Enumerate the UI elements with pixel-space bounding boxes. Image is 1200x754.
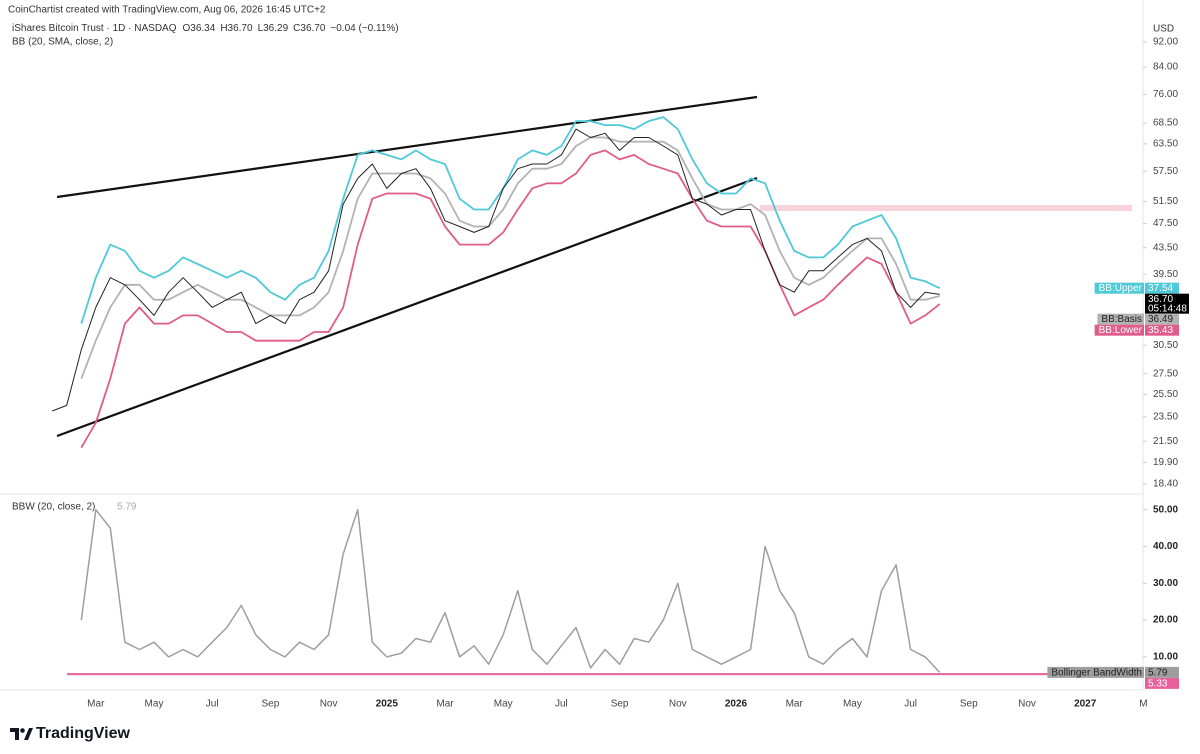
value-label-text: 5.79 [1148,667,1168,678]
y-tick-label: 84.00 [1153,62,1178,73]
last-price: 36.70 [1148,294,1173,305]
value-label-box [1145,666,1179,678]
x-tick-label: May [843,699,862,710]
value-label: 36.49 BB:Basis [1097,313,1179,325]
y-tick-label: 63.50 [1153,139,1178,150]
y-tick-label: 20.00 [1153,615,1178,626]
x-tick-label: Mar [786,699,804,710]
resistance-zone [760,205,1132,211]
ohlc: C36.70 [293,23,326,34]
legend-box [1097,313,1144,325]
indicator-title: BBW (20, close, 2) [12,502,95,513]
y-tick-label: 57.50 [1153,166,1178,177]
indicator-title: BB (20, SMA, close, 2) [12,37,113,48]
x-tick-label: Mar [436,699,454,710]
change: −0.04 (−0.11%) [330,23,398,34]
x-tick-label: Jul [206,699,219,710]
price-line [52,128,940,412]
legend-box [1047,666,1144,678]
x-tick-label: May [145,699,164,710]
y-tick-label: 21.50 [1153,436,1178,447]
x-tick-label: 2025 [376,699,399,710]
x-tick-label: Sep [262,699,280,710]
legend-name: BB:Upper [1099,283,1143,294]
y-tick-label: 43.50 [1153,242,1178,253]
value-label: 35.43 BB:Lower [1094,324,1179,336]
legend-name: BB:Lower [1099,325,1143,336]
value-label-text: 36.49 [1148,314,1173,325]
x-tick-label: M [1139,699,1147,710]
y-tick-label: 30.50 [1153,340,1178,351]
legend-name: Bollinger BandWidth [1051,667,1142,678]
y-tick-label: 40.00 [1153,541,1178,552]
last-price-box [1145,293,1189,314]
value-label-box [1145,282,1179,294]
series-line [80,508,941,673]
x-tick-label: Jul [555,699,568,710]
attribution: CoinChartist created with TradingView.co… [8,5,326,16]
legend-box [1094,282,1144,294]
x-tick-label: Nov [1018,699,1036,710]
series-line [80,116,941,324]
ohlc: H36.70 [220,23,253,34]
y-tick-label: 27.50 [1153,368,1178,379]
indicator-value: 5.79 [117,502,137,513]
y-tick-label: 47.50 [1153,218,1178,229]
x-tick-label: 2026 [725,699,748,710]
x-tick-label: Jul [904,699,917,710]
series-line [80,136,940,380]
value-label-text: 37.54 [1148,283,1173,294]
y-tick-label: 68.50 [1153,118,1178,129]
legend-box [1094,324,1144,336]
value-label-box [1145,313,1179,325]
x-tick-label: Nov [669,699,687,710]
chart-title: iShares Bitcoin Trust · 1D · NASDAQ O36.3… [12,23,399,34]
countdown: 05:14:48 [1148,303,1187,314]
value-label: 5.79 Bollinger BandWidth [1047,666,1179,678]
value-label-text: 35.43 [1148,325,1173,336]
brand-logo [10,728,33,740]
y-tick-label: 23.50 [1153,411,1178,422]
currency: USD [1153,24,1174,35]
trend-line [56,176,758,438]
y-tick-label: 51.50 [1153,196,1178,207]
value-label: 37.54 BB:Upper [1094,282,1179,294]
ohlc: O36.34 [183,23,216,34]
brand-name: TradingView [36,725,131,742]
x-tick-label: Sep [611,699,629,710]
y-tick-label: 30.00 [1153,578,1178,589]
y-tick-label: 92.00 [1153,37,1178,48]
y-tick-label: 39.50 [1153,269,1178,280]
y-tick-label: 25.50 [1153,389,1178,400]
value-label-box [1145,677,1179,689]
x-tick-label: Mar [87,699,105,710]
value-label-box [1145,324,1179,336]
y-tick-label: 18.40 [1153,479,1178,490]
legend-name: BB:Basis [1101,314,1142,325]
x-tick-label: 2027 [1074,699,1097,710]
ohlc: L36.29 [258,23,289,34]
series-line [80,149,941,449]
x-tick-label: May [494,699,513,710]
y-tick-label: 19.90 [1153,457,1178,468]
value-label-text: 5.33 [1148,678,1168,689]
y-tick-label: 10.00 [1153,652,1178,663]
y-tick-label: 50.00 [1153,504,1178,515]
symbol: iShares Bitcoin Trust · 1D · NASDAQ [12,23,177,34]
x-tick-label: Nov [320,699,338,710]
x-tick-label: Sep [960,699,978,710]
y-tick-label: 76.00 [1153,89,1178,100]
trend-line [56,95,758,199]
